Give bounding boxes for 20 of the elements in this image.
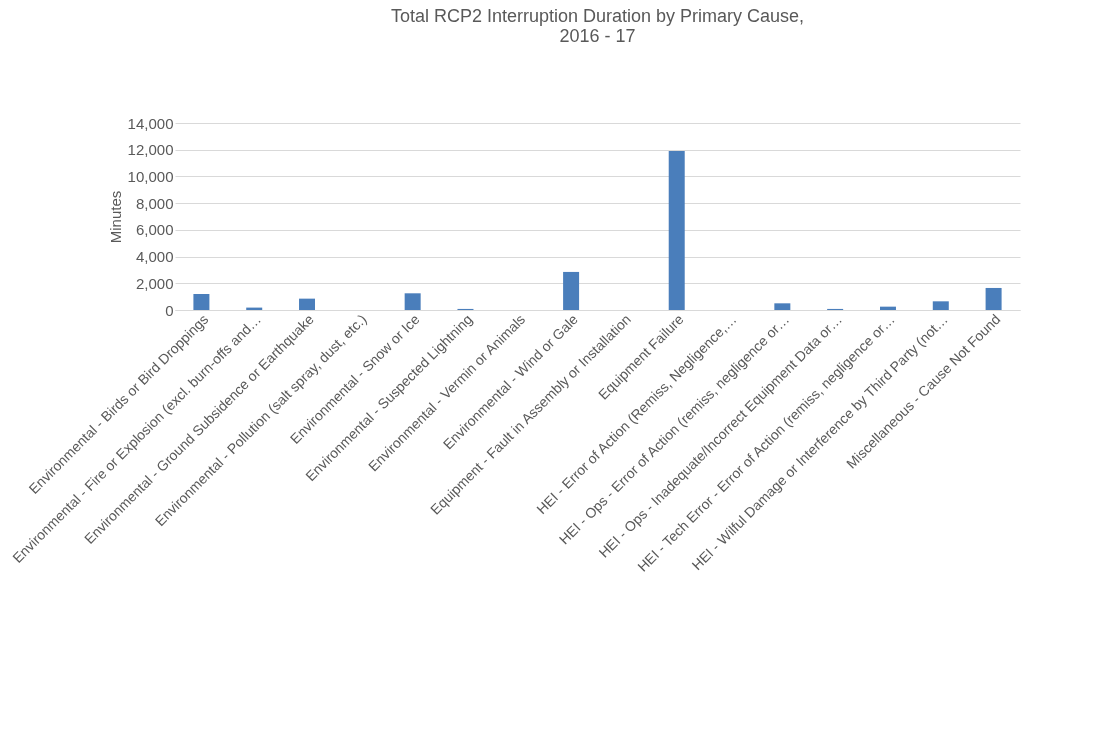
text: 2016 - 17 <box>559 26 636 46</box>
y-tick-label: 0 <box>165 301 174 319</box>
y-tick-label: 6,000 <box>135 221 174 239</box>
bar <box>932 301 949 310</box>
bar <box>668 151 685 310</box>
y-tick-label: 14,000 <box>127 114 174 132</box>
bar <box>774 303 791 310</box>
bar <box>563 271 580 310</box>
text: Total RCP2 Interruption Duration by Primary Cause, <box>390 6 805 26</box>
bar <box>299 298 316 310</box>
y-tick-label: 12,000 <box>127 141 174 159</box>
bar <box>193 293 210 310</box>
bar <box>879 306 896 310</box>
y-tick-label: 4,000 <box>135 248 174 266</box>
y-tick-label: 2,000 <box>135 274 174 292</box>
bar <box>985 287 1002 310</box>
y-tick-label: 10,000 <box>127 167 174 185</box>
y-tick-label: 8,000 <box>135 194 174 212</box>
bar <box>404 293 421 310</box>
y-axis-title: Minutes <box>106 190 124 244</box>
